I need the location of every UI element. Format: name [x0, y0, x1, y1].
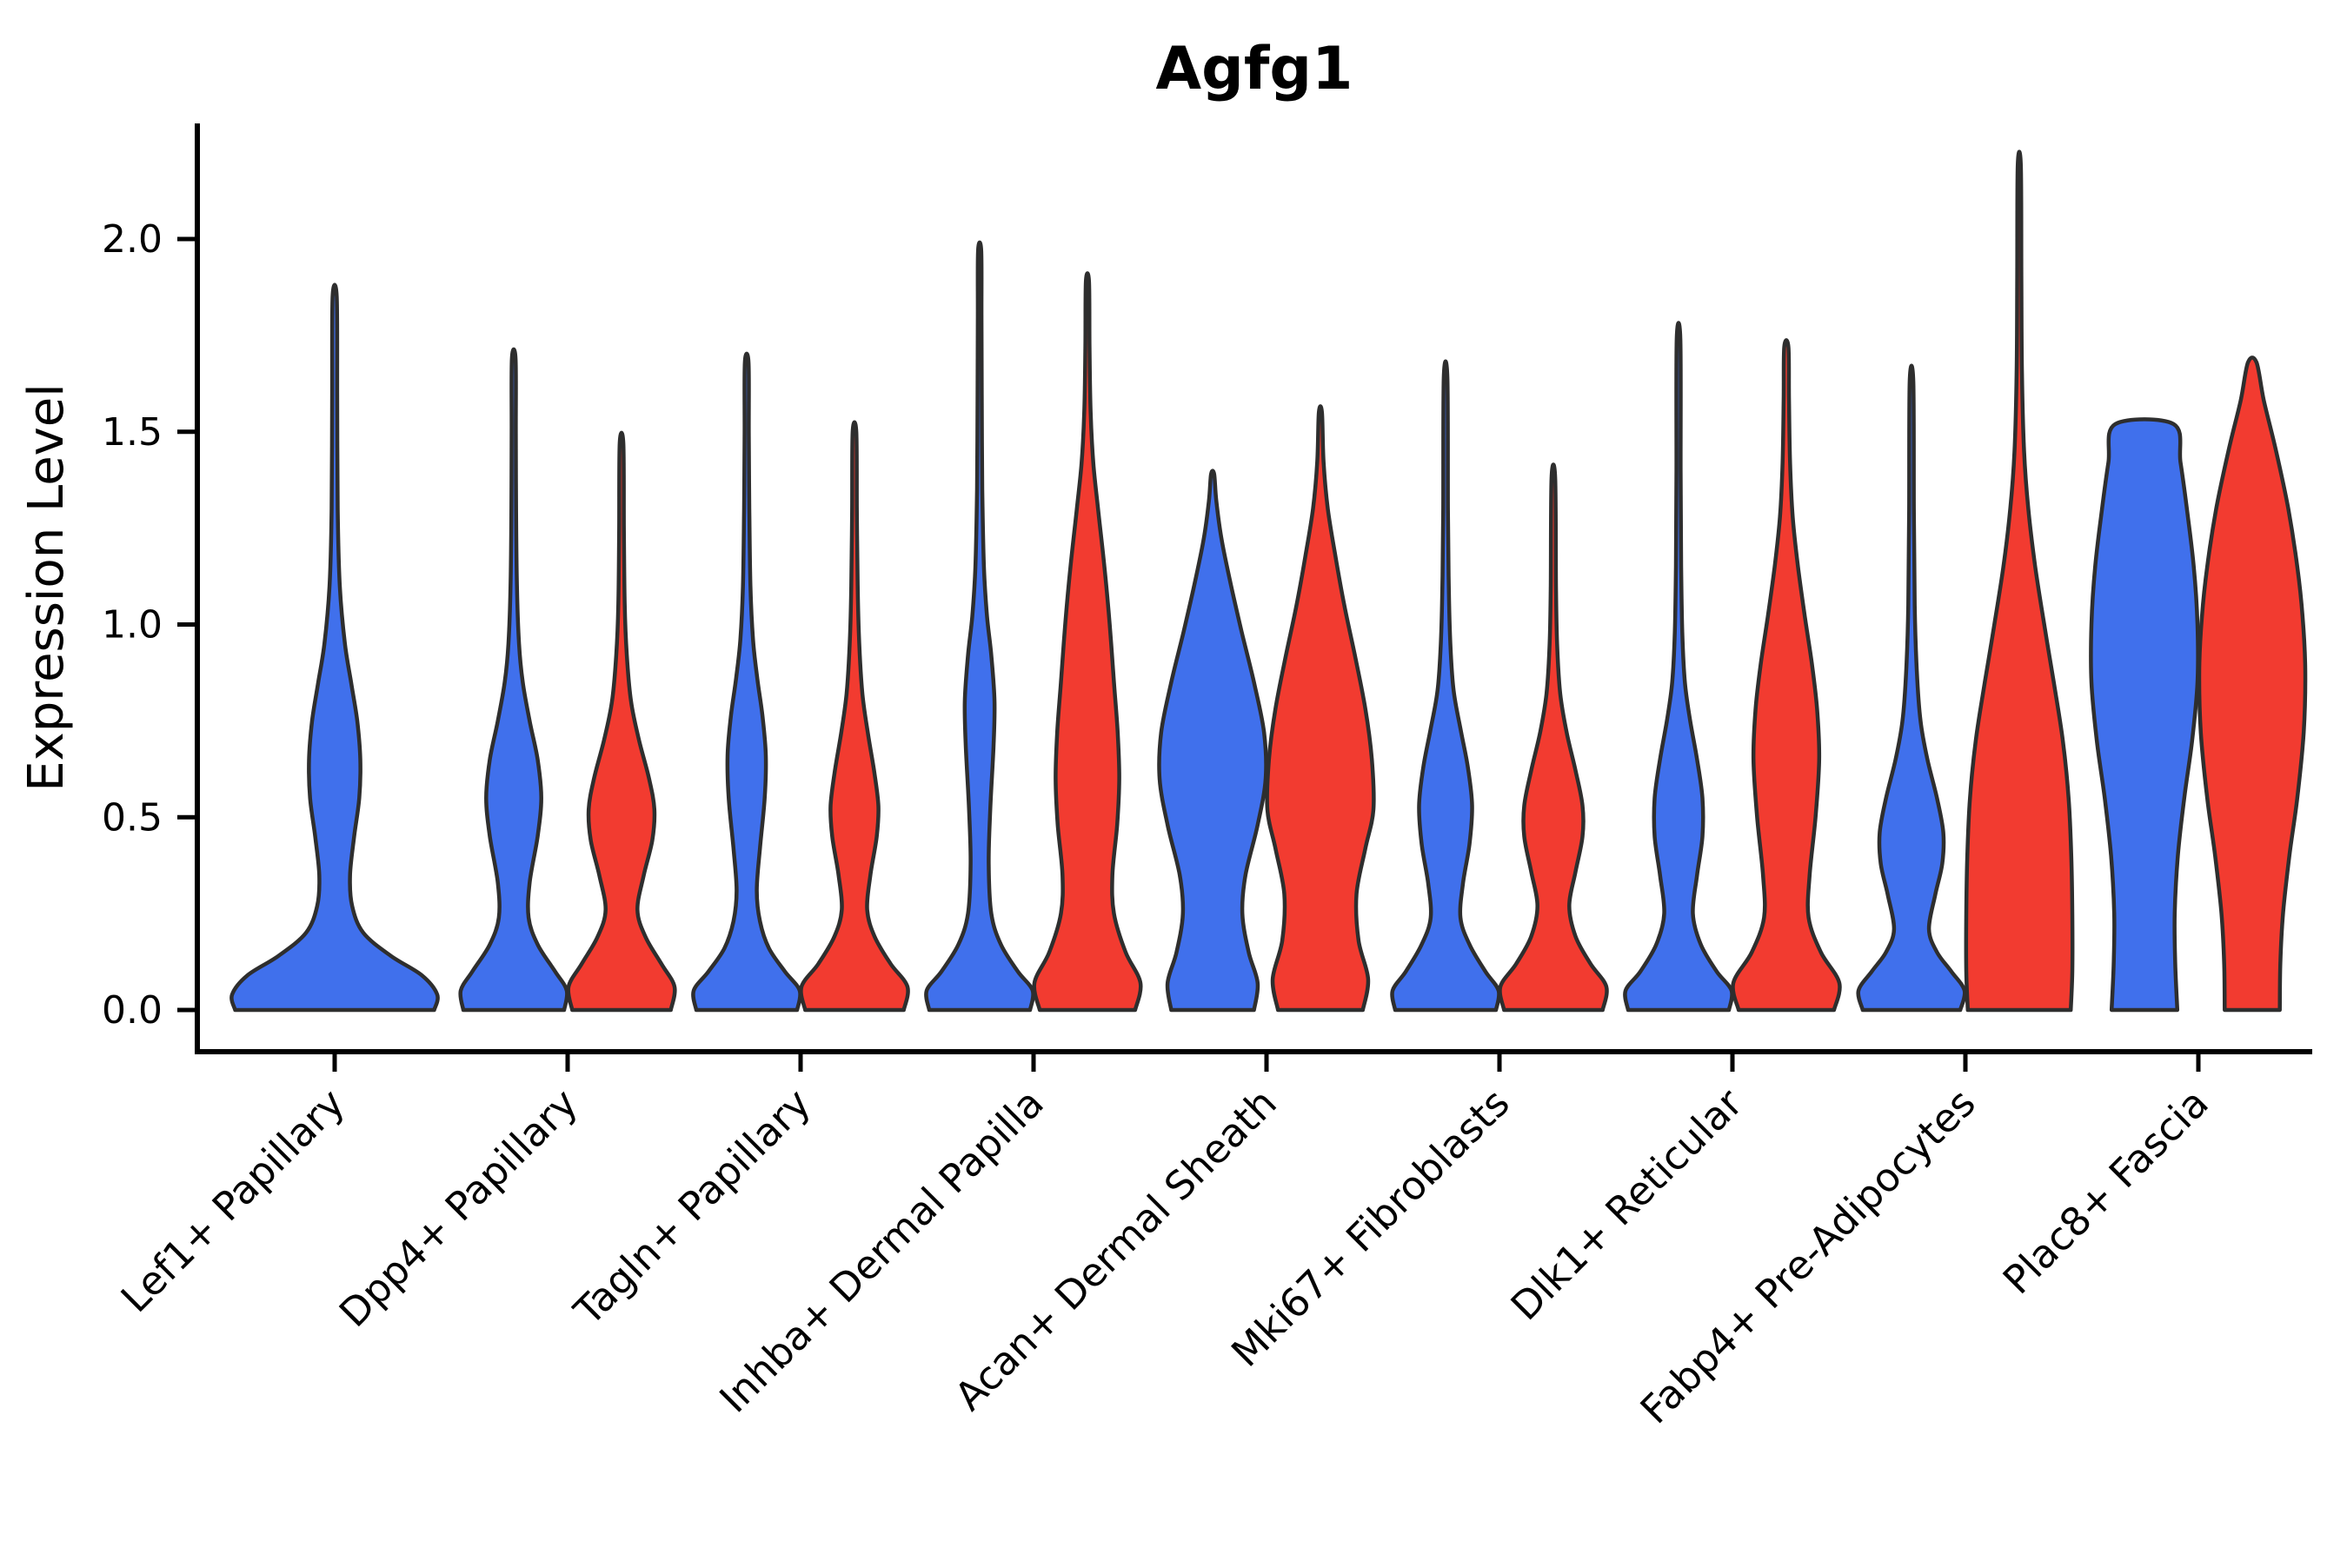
violin-mki67-fibroblasts-group1 — [1390, 359, 1501, 1013]
violin-fabp4-pre-adipocytes-group1 — [1856, 363, 1967, 1013]
violin-tagln-papillary-group2 — [799, 420, 910, 1013]
y-tick-label-1.0: 1.0 — [102, 603, 163, 648]
y-tick-label-2.0: 2.0 — [102, 217, 163, 262]
x-tick-label-dpp4-papillary: Dpp4+ Papillary — [330, 1080, 587, 1336]
x-tick-label-tagln-papillary: Tagln+ Papillary — [565, 1080, 820, 1334]
violin-fabp4-pre-adipocytes-group2 — [1964, 149, 2075, 1013]
violin-plac8-fascia-group2 — [2197, 355, 2308, 1013]
violin-dpp4-papillary-group2 — [566, 430, 677, 1013]
chart-title: Agfg1 — [1156, 35, 1353, 103]
y-tick-label-1.5: 1.5 — [102, 410, 163, 455]
violin-tagln-papillary-group1 — [691, 351, 802, 1013]
violin-plac8-fascia-group1 — [2089, 417, 2200, 1013]
y-tick-label-0.0: 0.0 — [102, 988, 163, 1033]
x-tick-label-lef1-papillary: Lef1+ Papillary — [112, 1080, 354, 1321]
x-tick-label-plac8-fascia: Plac8+ Fascia — [1994, 1080, 2217, 1303]
labels: Agfg1 Expression Level — [18, 35, 1353, 792]
y-axis-label: Expression Level — [18, 383, 75, 792]
violin-inhba-dermal-papilla-group1 — [924, 240, 1035, 1013]
y-tick-label-0.5: 0.5 — [102, 795, 163, 840]
violin-mki67-fibroblasts-group2 — [1498, 462, 1609, 1013]
violin-inhba-dermal-papilla-group2 — [1032, 271, 1143, 1013]
violin-dpp4-papillary-group1 — [458, 347, 569, 1013]
violins — [229, 149, 2308, 1013]
violin-acan-dermal-sheath-group1 — [1157, 468, 1268, 1013]
violin-lef1-papillary-group1 — [229, 282, 440, 1013]
x-tick-label-dlk1-reticular: Dlk1+ Reticular — [1502, 1080, 1752, 1329]
violin-acan-dermal-sheath-group2 — [1265, 404, 1376, 1013]
violin-dlk1-reticular-group2 — [1731, 338, 1842, 1013]
violin-dlk1-reticular-group1 — [1623, 321, 1734, 1013]
